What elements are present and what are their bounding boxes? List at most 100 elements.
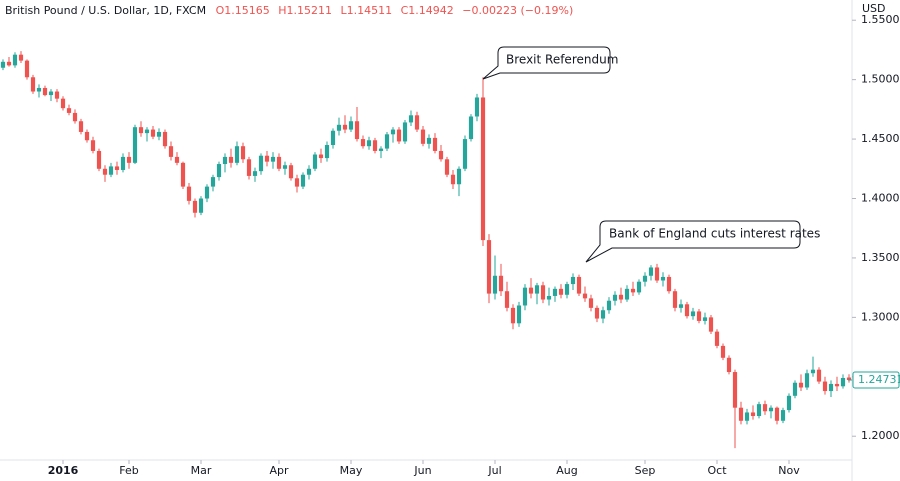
last-price-box: [852, 371, 900, 389]
candle-body: [444, 159, 450, 175]
candle-body: [528, 287, 534, 294]
x-tick-label: May: [340, 464, 363, 477]
candle-body: [450, 174, 456, 185]
candle-body: [78, 121, 84, 132]
candle-body: [246, 159, 252, 176]
candle-body: [288, 165, 294, 179]
candle-body: [132, 127, 138, 163]
candle-body: [12, 54, 18, 66]
x-tick-label: Jun: [413, 464, 431, 477]
y-tick-label: 1.30000: [861, 310, 900, 323]
candle-body: [420, 129, 426, 144]
callout-box: [482, 46, 611, 80]
candle-body: [642, 275, 648, 282]
candle-body: [792, 382, 798, 396]
candle-body: [354, 121, 360, 140]
x-tick-label: Nov: [778, 464, 800, 477]
candle-body: [750, 412, 756, 417]
candle-body: [774, 407, 780, 421]
candle-body: [474, 97, 480, 117]
candle-body: [600, 310, 606, 319]
candle-body: [384, 134, 390, 149]
candle-body: [330, 130, 336, 146]
high-value: H1.15211: [278, 4, 332, 17]
candle-body: [90, 140, 96, 151]
candle-body: [510, 307, 516, 324]
candle-body: [696, 311, 702, 321]
candle-body: [648, 267, 654, 276]
candle-body: [324, 145, 330, 159]
candle-body: [270, 156, 276, 162]
change-value: −0.00223 (−0.19%): [462, 4, 573, 17]
candle-body: [834, 383, 840, 387]
candle-body: [468, 116, 474, 140]
candle-body: [690, 311, 696, 317]
candle-body: [708, 317, 714, 332]
symbol: British Pound / U.S. Dollar, 1D, FXCM: [5, 4, 206, 17]
candle-body: [60, 98, 66, 109]
candle-body: [210, 177, 216, 187]
candle-body: [276, 156, 282, 169]
candle-body: [552, 288, 558, 296]
close-value: C1.14942: [401, 4, 454, 17]
candle-body: [408, 115, 414, 123]
candle-body: [828, 383, 834, 392]
candle-body: [768, 407, 774, 412]
candle-body: [204, 186, 210, 199]
brexit-callout: Brexit Referendum: [482, 46, 618, 80]
candle-body: [780, 410, 786, 421]
candle-body: [840, 377, 846, 387]
candle-body: [636, 281, 642, 293]
candle-body: [516, 305, 522, 324]
candle-body: [282, 165, 288, 169]
y-tick-label: 1.35000: [861, 251, 900, 264]
header: British Pound / U.S. Dollar, 1D, FXCM O1…: [5, 4, 573, 17]
candle-body: [588, 298, 594, 308]
candle-body: [66, 108, 72, 113]
candle-body: [36, 87, 42, 92]
candle-body: [672, 291, 678, 308]
candle-body: [300, 174, 306, 187]
candle-body: [186, 186, 192, 201]
candle-body: [366, 140, 372, 147]
candle-body: [312, 154, 318, 169]
candle-body: [816, 369, 822, 382]
candle-body: [684, 304, 690, 317]
candle-body: [618, 294, 624, 300]
candle-body: [732, 372, 738, 408]
y-tick-label: 1.55000: [861, 13, 900, 26]
candle-body: [240, 146, 246, 160]
candle-body: [462, 139, 468, 169]
candle-body: [222, 156, 228, 165]
candle-body: [180, 162, 186, 187]
candle-body: [594, 307, 600, 319]
candle-body: [396, 129, 402, 142]
candle-body: [666, 276, 672, 292]
candle-body: [492, 275, 498, 294]
y-tick-label: 1.20000: [861, 429, 900, 442]
y-tick-label: 1.40000: [861, 192, 900, 205]
candle-body: [576, 276, 582, 294]
candle-body: [570, 276, 576, 285]
candle-body: [414, 115, 420, 130]
candle-body: [726, 357, 732, 373]
x-tick-label: Apr: [269, 464, 289, 477]
plot: [0, 51, 852, 449]
candle-body: [720, 345, 726, 358]
candle-body: [402, 122, 408, 142]
x-tick-label: Feb: [119, 464, 138, 477]
candle-body: [360, 139, 366, 147]
candle-body: [18, 54, 24, 61]
candle-body: [534, 285, 540, 294]
candle-body: [168, 146, 174, 157]
candle-body: [54, 91, 60, 99]
candle-body: [786, 395, 792, 411]
candle-body: [480, 97, 486, 241]
x-tick-label: Aug: [556, 464, 577, 477]
candle-body: [198, 198, 204, 213]
candle-body: [762, 404, 768, 412]
candle-body: [348, 121, 354, 130]
candle-body: [582, 293, 588, 299]
candle-body: [108, 166, 114, 175]
candle-body: [306, 168, 312, 175]
